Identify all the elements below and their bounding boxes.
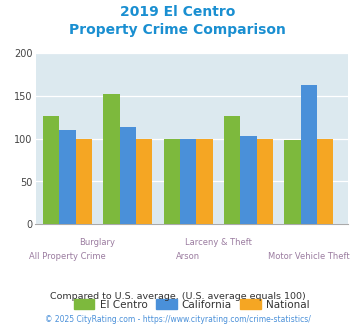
Bar	[301, 84, 317, 224]
Text: 2019 El Centro: 2019 El Centro	[120, 5, 235, 19]
Bar	[180, 139, 196, 224]
Bar	[196, 139, 213, 224]
Bar	[136, 139, 152, 224]
Bar	[43, 116, 59, 224]
Text: Motor Vehicle Theft: Motor Vehicle Theft	[268, 252, 350, 261]
Bar	[317, 139, 333, 224]
Text: Arson: Arson	[176, 252, 200, 261]
Bar	[224, 116, 240, 224]
Bar	[240, 136, 257, 224]
Text: © 2025 CityRating.com - https://www.cityrating.com/crime-statistics/: © 2025 CityRating.com - https://www.city…	[45, 315, 310, 324]
Bar	[103, 94, 120, 224]
Text: All Property Crime: All Property Crime	[29, 252, 106, 261]
Bar	[76, 139, 92, 224]
Legend: El Centro, California, National: El Centro, California, National	[69, 295, 314, 314]
Text: Burglary: Burglary	[80, 238, 116, 247]
Bar	[164, 139, 180, 224]
Text: Property Crime Comparison: Property Crime Comparison	[69, 23, 286, 37]
Text: Larceny & Theft: Larceny & Theft	[185, 238, 252, 247]
Bar	[257, 139, 273, 224]
Bar	[120, 127, 136, 224]
Bar	[284, 140, 301, 224]
Bar	[59, 130, 76, 224]
Text: Compared to U.S. average. (U.S. average equals 100): Compared to U.S. average. (U.S. average …	[50, 292, 305, 301]
